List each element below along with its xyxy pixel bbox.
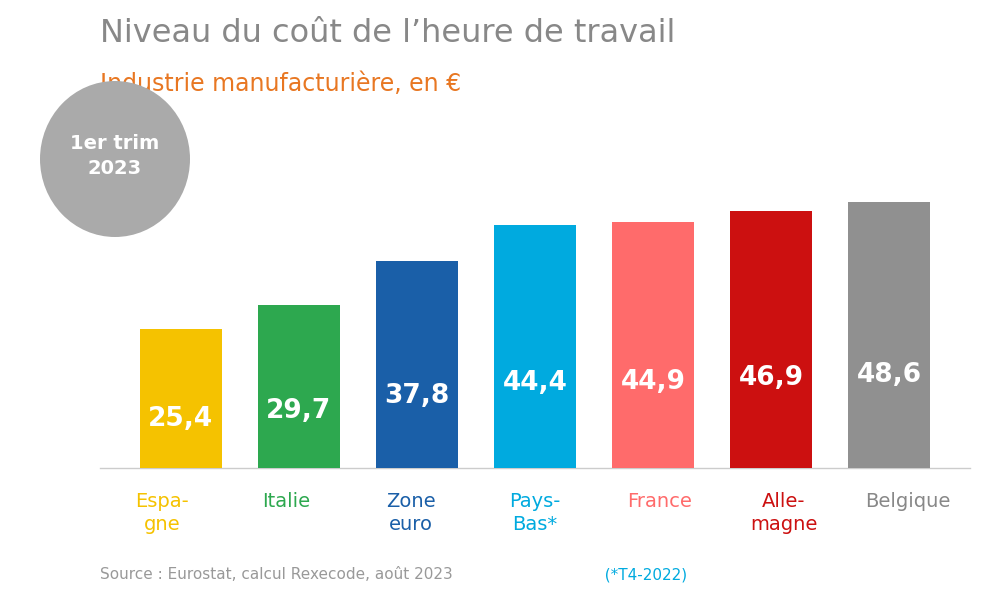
- Text: Niveau du coût de l’heure de travail: Niveau du coût de l’heure de travail: [100, 18, 675, 49]
- Text: France: France: [627, 492, 692, 511]
- Text: 44,4: 44,4: [503, 370, 567, 396]
- Text: (*T4-2022): (*T4-2022): [595, 567, 687, 582]
- Text: Alle-
magne: Alle- magne: [750, 492, 817, 535]
- Bar: [494, 225, 576, 468]
- Text: 44,9: 44,9: [621, 369, 686, 395]
- Text: 29,7: 29,7: [266, 398, 332, 424]
- Text: Industrie manufacturière, en €: Industrie manufacturière, en €: [100, 72, 461, 96]
- Text: Belgique: Belgique: [865, 492, 951, 511]
- Text: 25,4: 25,4: [148, 406, 213, 433]
- Bar: [376, 261, 458, 468]
- Bar: [612, 222, 694, 468]
- Text: Pays-
Bas*: Pays- Bas*: [509, 492, 561, 535]
- Bar: [730, 211, 812, 468]
- Text: Source : Eurostat, calcul Rexecode, août 2023: Source : Eurostat, calcul Rexecode, août…: [100, 567, 453, 582]
- Text: Zone
euro: Zone euro: [386, 492, 436, 535]
- Bar: [848, 202, 930, 468]
- Text: Italie: Italie: [262, 492, 310, 511]
- Bar: [140, 329, 222, 468]
- Text: Espa-
gne: Espa- gne: [135, 492, 189, 535]
- Text: 1er trim
2023: 1er trim 2023: [70, 134, 160, 178]
- Bar: [258, 305, 340, 468]
- Text: 37,8: 37,8: [384, 383, 450, 409]
- Text: 48,6: 48,6: [857, 362, 922, 388]
- Text: 46,9: 46,9: [739, 365, 804, 391]
